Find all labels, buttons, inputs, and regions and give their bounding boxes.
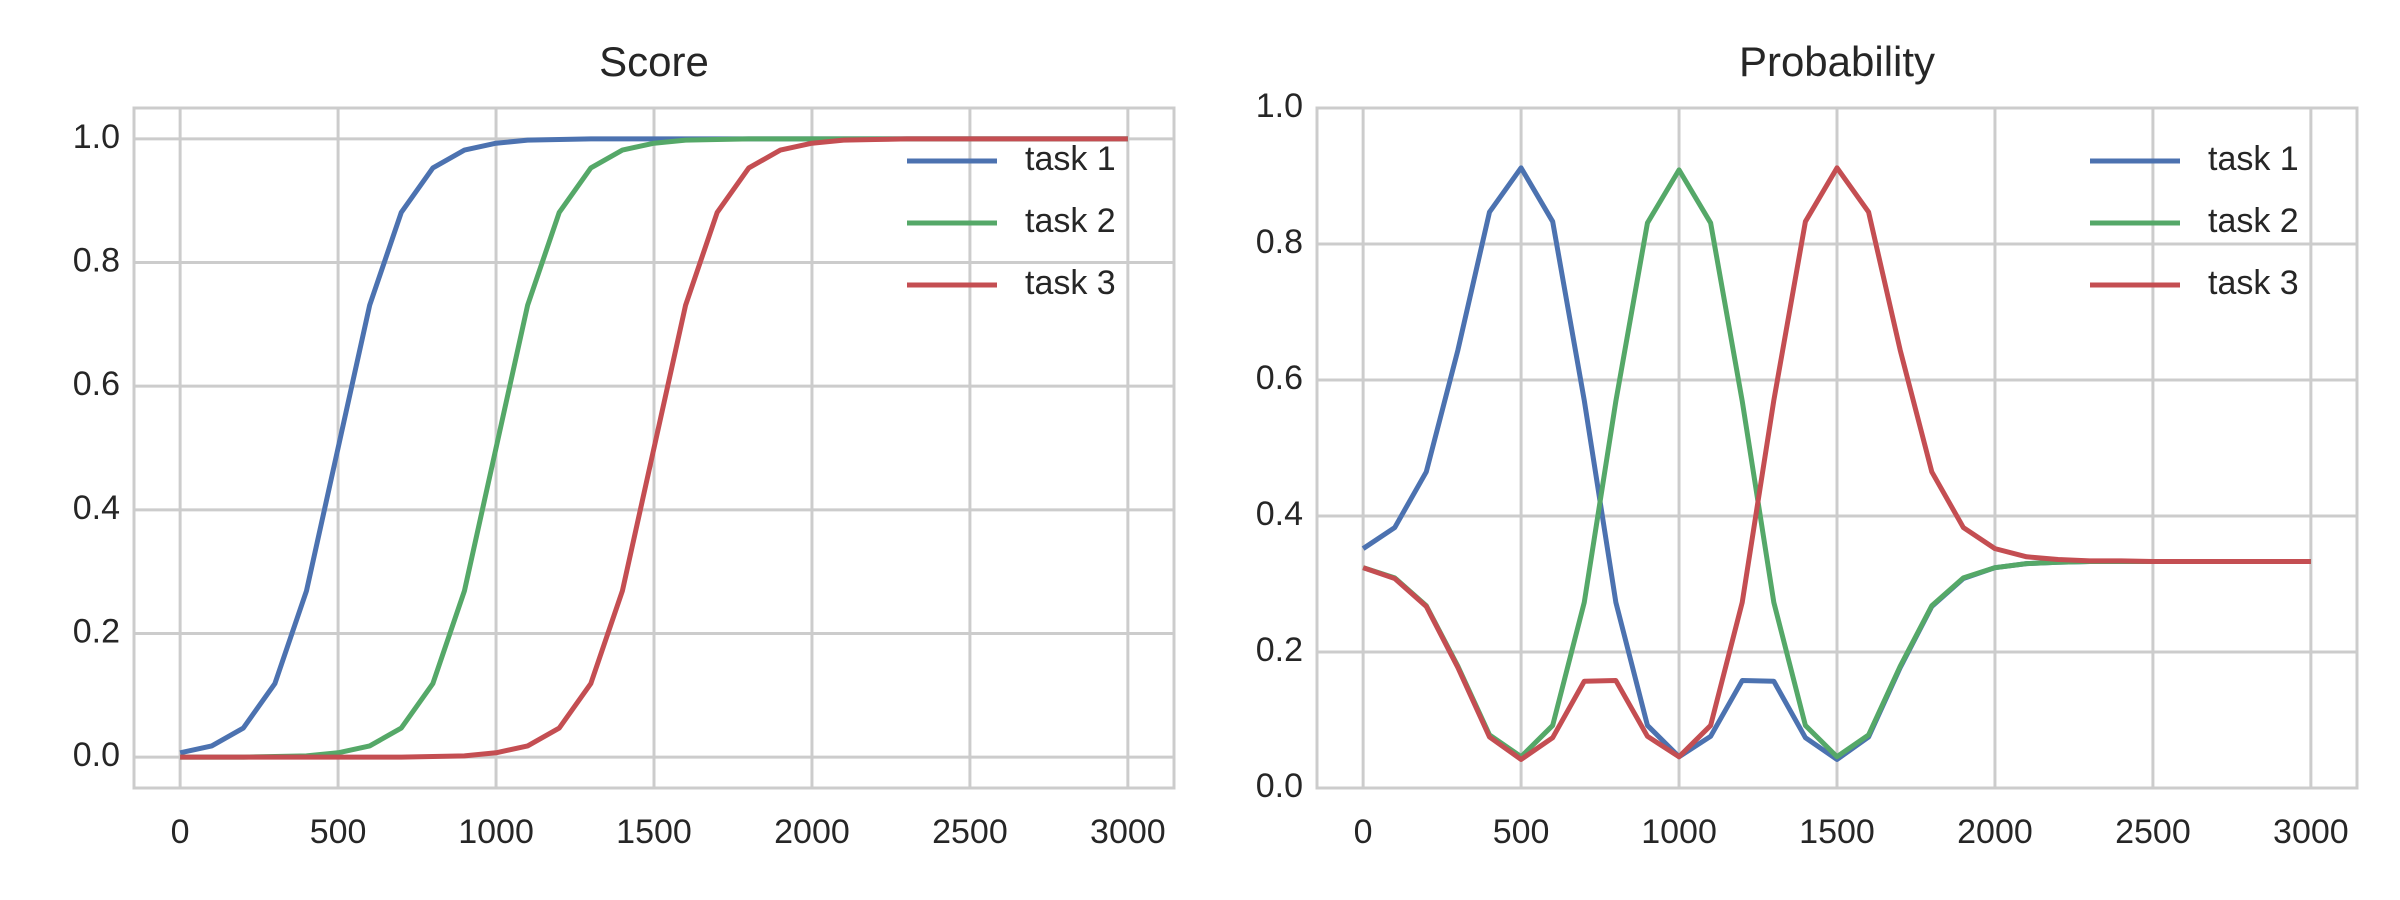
legend-label: task 1: [1025, 140, 1116, 178]
x-tick-label: 500: [1493, 813, 1550, 851]
legend-label: task 2: [2208, 202, 2299, 240]
y-tick-label: 0.2: [73, 612, 120, 650]
series-line: [180, 136, 1128, 760]
x-tick-label: 1500: [616, 813, 692, 851]
y-tick-label: 0.6: [73, 365, 120, 403]
y-tick-label: 1.0: [1256, 87, 1303, 125]
x-tick-label: 2000: [1957, 813, 2033, 851]
x-tick-label: 3000: [2273, 813, 2349, 851]
y-tick-label: 0.4: [73, 489, 120, 527]
x-tick-label: 0: [171, 813, 190, 851]
y-tick-label: 0.0: [73, 736, 120, 774]
x-tick-label: 1000: [1641, 813, 1717, 851]
x-tick-label: 500: [310, 813, 367, 851]
axes-frame: [1315, 106, 2359, 790]
x-tick-label: 0: [1354, 813, 1373, 851]
x-tick-label: 2500: [932, 813, 1008, 851]
chart-title: Score: [599, 38, 709, 85]
y-tick-label: 1.0: [73, 118, 120, 156]
legend-label: task 3: [2208, 264, 2299, 302]
legend-label: task 1: [2208, 140, 2299, 178]
y-tick-label: 0.8: [73, 242, 120, 280]
x-tick-label: 1000: [458, 813, 534, 851]
x-tick-label: 2500: [2115, 813, 2191, 851]
chart-title: Probability: [1739, 38, 1935, 85]
x-tick-label: 1500: [1799, 813, 1875, 851]
x-tick-label: 3000: [1090, 813, 1166, 851]
y-tick-label: 0.8: [1256, 223, 1303, 261]
legend-label: task 2: [1025, 202, 1116, 240]
y-tick-label: 0.0: [1256, 767, 1303, 805]
legend-label: task 3: [1025, 264, 1116, 302]
series-line: [1362, 165, 2311, 762]
x-tick-label: 2000: [774, 813, 850, 851]
y-tick-label: 0.2: [1256, 631, 1303, 669]
y-tick-label: 0.6: [1256, 359, 1303, 397]
y-tick-label: 0.4: [1256, 495, 1303, 533]
axes-frame: [132, 106, 1176, 790]
